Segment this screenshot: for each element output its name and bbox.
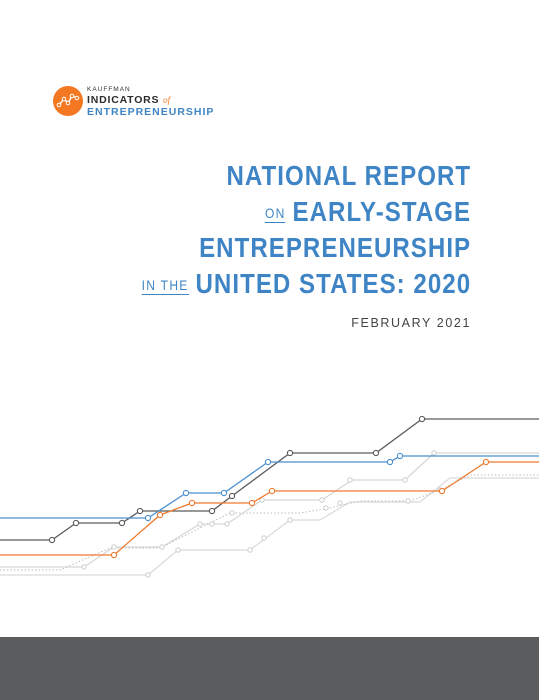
light-marker (145, 572, 151, 578)
orange-marker (268, 487, 276, 495)
logo-of-text: of (163, 95, 171, 105)
blue-line (0, 455, 539, 519)
light-marker (111, 544, 117, 550)
orange-marker (438, 487, 446, 495)
title-line-3: ENTREPRENEURSHIP (198, 232, 471, 263)
light-marker (402, 477, 408, 483)
dark-line (0, 418, 539, 541)
light-marker (197, 521, 203, 527)
light-line-2 (0, 477, 539, 576)
light-marker (431, 450, 437, 456)
light-marker (209, 521, 215, 527)
orange-marker (156, 511, 164, 519)
dark-marker (286, 449, 294, 457)
logo-wordmark: KAUFFMAN INDICATORS of ENTREPRENEURSHIP (87, 86, 214, 118)
light-line-1 (0, 452, 539, 568)
logo-kauffman-text: KAUFFMAN (87, 86, 131, 93)
light-marker (175, 547, 181, 553)
blue-marker (386, 458, 394, 466)
light-marker (287, 517, 293, 523)
title-united-states: UNITED STATES: 2020 (195, 268, 471, 299)
orange-marker (188, 499, 196, 507)
decorative-line-graphic (0, 415, 539, 578)
footer-bar (0, 637, 539, 700)
blue-marker (264, 458, 272, 466)
light-marker (247, 547, 253, 553)
light-marker (337, 500, 343, 506)
light-marker (261, 535, 267, 541)
dark-marker (48, 536, 56, 544)
title-line-1: NATIONAL REPORT (226, 160, 471, 191)
report-title: NATIONAL REPORT ON EARLY-STAGE ENTREPRENE… (88, 158, 471, 302)
dark-marker (72, 519, 80, 527)
light-marker (323, 505, 329, 511)
logo-entrepreneurship-text: ENTREPRENEURSHIP (87, 106, 215, 118)
orange-marker (248, 499, 256, 507)
dark-marker (418, 415, 426, 423)
title-early-stage: EARLY-STAGE (292, 196, 471, 227)
blue-marker (396, 452, 404, 460)
light-marker (229, 510, 235, 516)
orange-marker (482, 458, 490, 466)
light-marker (405, 498, 411, 504)
blue-marker (144, 514, 152, 522)
orange-marker (110, 551, 118, 559)
logo-indicators-text: INDICATORS (87, 94, 160, 106)
title-line-4: IN THE UNITED STATES: 2020 (141, 266, 471, 302)
light-marker (224, 521, 230, 527)
orange-line (0, 461, 539, 556)
title-line-2: ON EARLY-STAGE (141, 194, 471, 230)
light-marker (81, 564, 87, 570)
dark-marker (136, 507, 144, 515)
light-marker (319, 497, 325, 503)
logo-chart-icon (53, 86, 83, 116)
dark-marker (208, 507, 216, 515)
report-date: FEBRUARY 2021 (351, 316, 471, 330)
dark-marker (372, 449, 380, 457)
blue-marker (182, 489, 190, 497)
light-marker (347, 477, 353, 483)
logo-indicators-line: INDICATORS of (87, 94, 214, 106)
dark-marker (118, 519, 126, 527)
light-marker (159, 544, 165, 550)
blue-marker (220, 489, 228, 497)
dark-marker (228, 492, 236, 500)
title-on-prefix: ON (264, 205, 286, 223)
title-in-the-prefix: IN THE (141, 277, 189, 295)
light-marker (259, 497, 265, 503)
